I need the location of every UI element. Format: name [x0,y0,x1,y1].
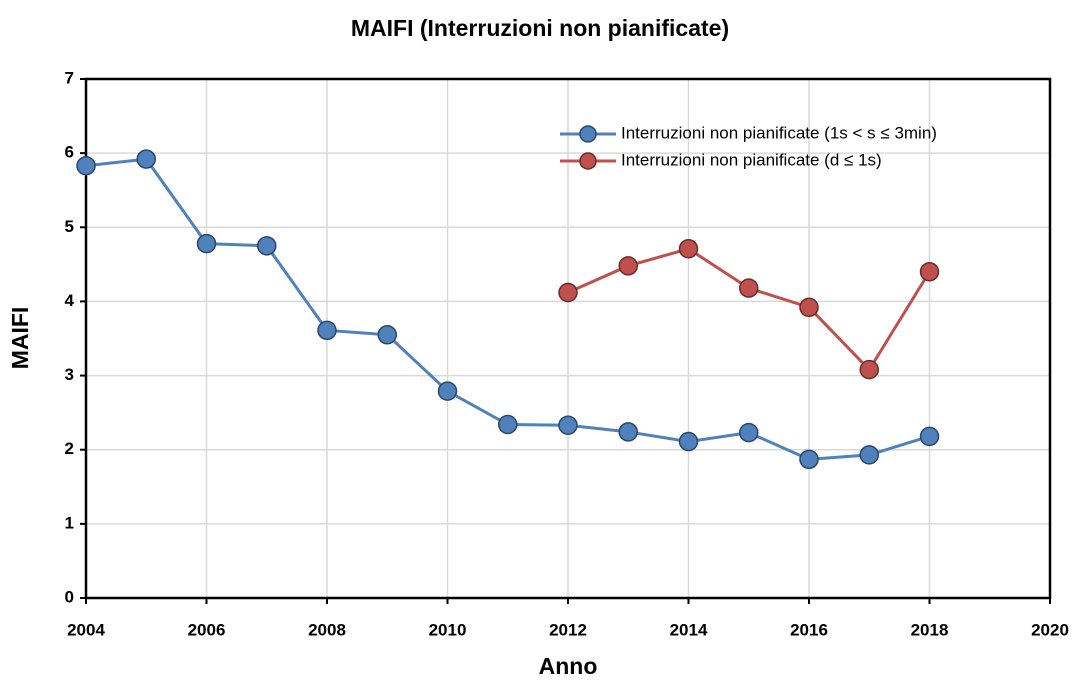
data-point [618,422,638,442]
y-axis-label: MAIFI [7,307,33,370]
data-point [257,236,277,256]
y-tick-label: 3 [65,365,74,384]
x-tick-label: 2008 [308,620,346,639]
data-point [919,262,940,282]
y-tick-label: 0 [65,587,74,606]
x-tick-label: 2004 [67,620,105,639]
legend-label: Interruzioni non pianificate (d ≤ 1s) [621,150,882,169]
data-point [859,359,879,380]
y-tick-label: 7 [65,68,74,87]
data-point [678,431,699,452]
y-tick-label: 2 [65,439,74,458]
x-tick-label: 2016 [790,620,828,639]
data-point [558,415,578,435]
data-point [437,381,458,401]
plot-frame [84,77,1052,600]
data-point [739,278,759,298]
x-axis-label: Anno [539,653,598,679]
legend-label: Interruzioni non pianificate (1s < s ≤ 3… [621,123,937,142]
legend-marker [579,152,597,170]
y-tick-label: 4 [65,291,75,310]
data-point [76,155,96,176]
legend: Interruzioni non pianificate (1s < s ≤ 3… [560,123,937,170]
data-point [196,233,217,254]
data-point [799,449,819,470]
chart-title: MAIFI (Interruzioni non pianificate) [351,15,729,41]
y-tick-label: 5 [65,217,74,236]
data-point [678,239,699,259]
data-point [558,282,578,303]
x-tick-label: 2018 [911,620,949,639]
data-point [739,422,759,443]
x-tick-label: 2014 [670,620,708,639]
x-tick-label: 2012 [549,620,587,639]
y-tick-label: 1 [65,513,74,532]
x-tick-label: 2010 [429,620,467,639]
data-point [919,426,940,447]
data-point [377,325,397,345]
y-tick-label: 6 [65,143,74,162]
data-point [317,320,337,341]
data-point [136,149,156,169]
data-point [618,256,638,276]
legend-marker [579,125,597,143]
data-point [498,414,518,435]
x-tick-label: 2006 [188,620,226,639]
x-tick-label: 2020 [1031,620,1069,639]
data-point [859,445,879,465]
data-point [799,297,819,318]
